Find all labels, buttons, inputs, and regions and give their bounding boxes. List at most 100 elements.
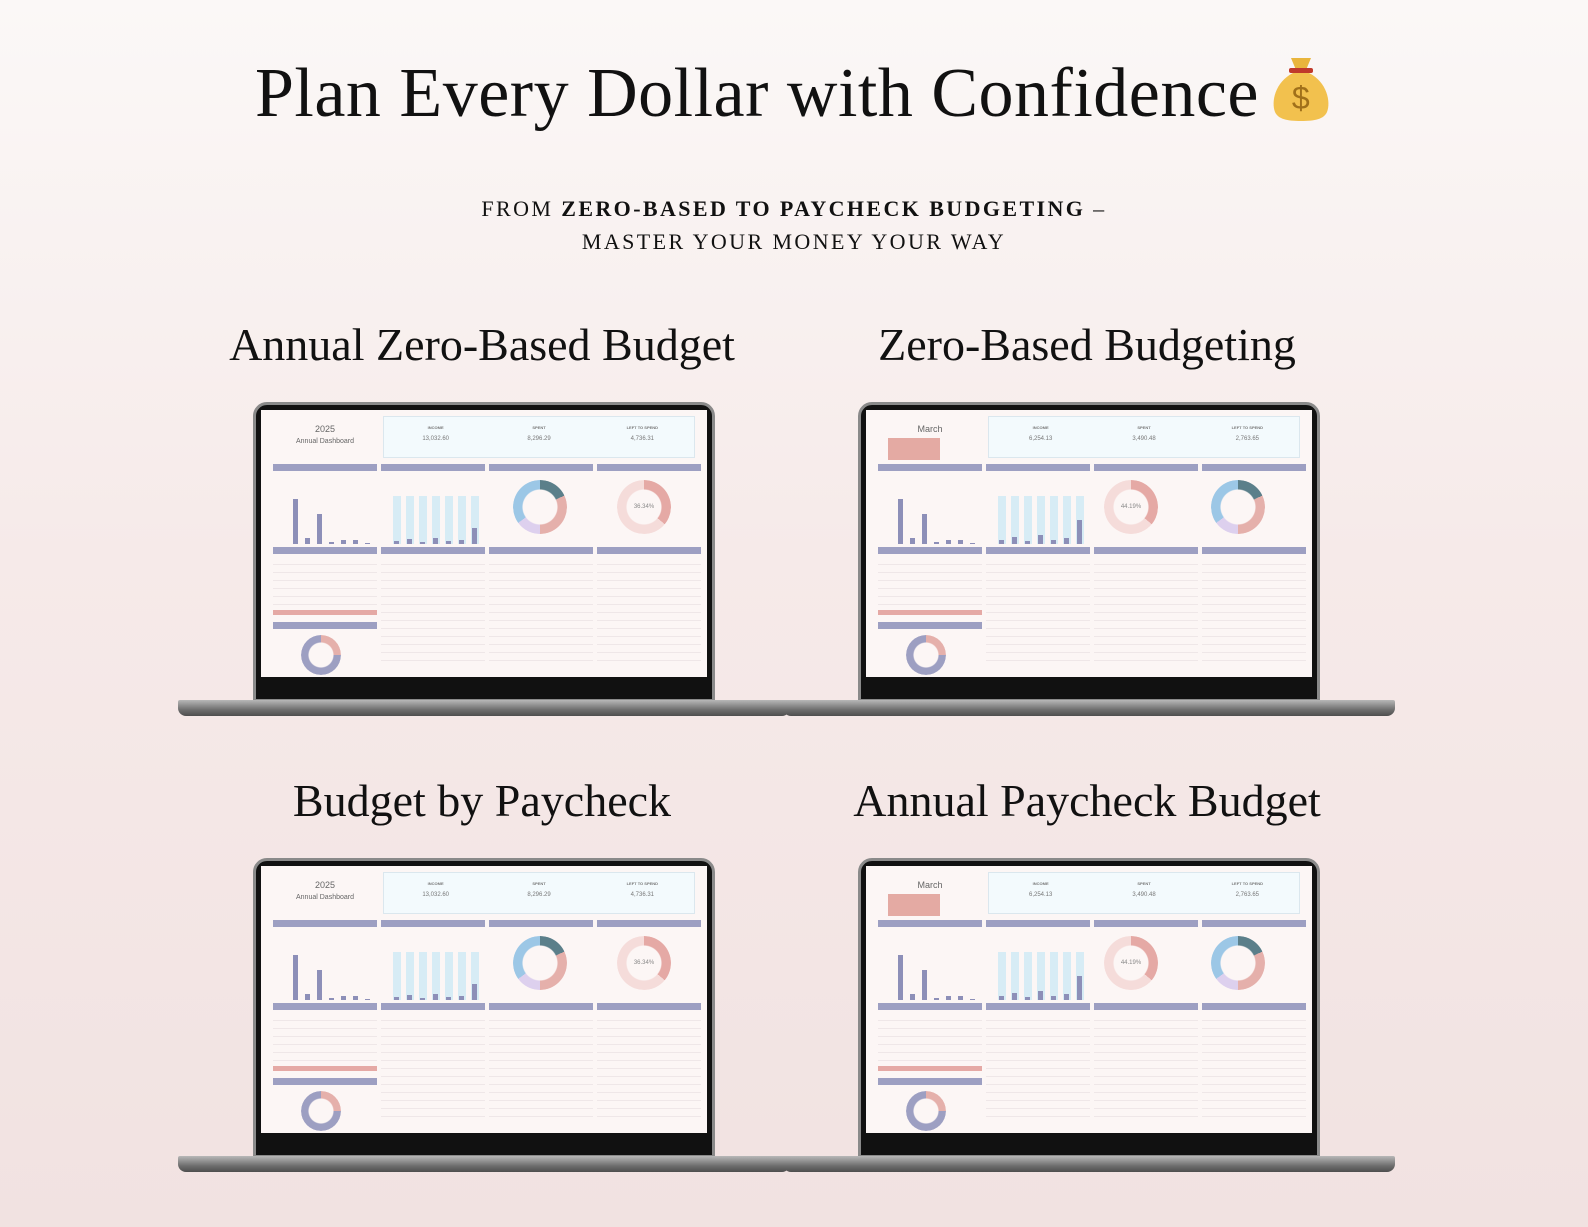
chart-bar xyxy=(459,996,464,1000)
table-header xyxy=(986,1003,1090,1010)
chart-bar xyxy=(293,955,298,1000)
budget-chart xyxy=(273,932,377,1000)
chart-bar xyxy=(958,995,963,1000)
chart-bar xyxy=(898,499,903,544)
chart-bar xyxy=(1051,539,1056,544)
chart-bar-bg xyxy=(406,496,414,544)
chart-bar xyxy=(353,539,358,544)
savings-donut xyxy=(301,635,341,675)
section-title: Annual Paycheck Budget xyxy=(853,775,1321,826)
stat-card: SPENT 8,296.29 xyxy=(527,425,551,442)
category-table xyxy=(381,1013,485,1123)
table-header xyxy=(597,547,701,554)
stat-card: INCOME 13,032.60 xyxy=(422,881,450,898)
chart-bar xyxy=(934,997,939,1000)
chart-bar xyxy=(970,542,975,544)
spending-chart xyxy=(986,476,1090,544)
spending-chart xyxy=(381,476,485,544)
chart-bar-bg xyxy=(1024,496,1032,544)
chart-bar xyxy=(329,541,334,544)
stat-card: LEFT TO SPEND 2,763.65 xyxy=(1231,881,1264,898)
spending-chart xyxy=(381,932,485,1000)
total-row xyxy=(878,1066,982,1071)
savings-donut xyxy=(906,635,946,675)
left-to-spend-donut xyxy=(1104,480,1158,534)
table-header xyxy=(381,547,485,554)
laptop-mockup: March INCOME 6,254.13 SPENT 3,490.48 LEFT TO… xyxy=(783,402,1395,720)
subtitle: FROM ZERO-BASED TO PAYCHECK BUDGETING – M… xyxy=(481,196,1107,254)
savings-donut xyxy=(301,1091,341,1131)
table-header xyxy=(1094,547,1198,554)
category-table xyxy=(381,557,485,667)
category-table xyxy=(986,557,1090,667)
laptop-mockup: March INCOME 6,254.13 SPENT 3,490.48 LEFT TO… xyxy=(783,858,1395,1176)
chart-bar xyxy=(446,541,451,544)
table-header xyxy=(878,1003,982,1010)
chart-bar xyxy=(365,998,370,1000)
panel-header xyxy=(597,920,701,927)
chart-bar-bg xyxy=(432,952,440,1000)
stat-card: INCOME 6,254.13 xyxy=(1028,425,1053,442)
chart-bar xyxy=(329,997,334,1000)
chart-bar-bg xyxy=(471,496,479,544)
chart-bar xyxy=(922,970,927,1000)
laptop-mockup: 2025 Annual Dashboard INCOME 13,032.60 SPEN… xyxy=(178,858,790,1176)
budget-chart xyxy=(878,476,982,544)
chart-bar-bg xyxy=(1050,952,1058,1000)
chart-bar-bg xyxy=(998,952,1006,1000)
category-table xyxy=(489,557,593,667)
panel-header xyxy=(381,920,485,927)
chart-bar-bg xyxy=(393,952,401,1000)
table-header xyxy=(273,1003,377,1010)
table-header xyxy=(597,1003,701,1010)
page-title: Plan Every Dollar with Confidence $ xyxy=(0,52,1588,134)
chart-bar xyxy=(305,538,310,544)
chart-bar xyxy=(407,539,412,544)
chart-bar xyxy=(970,998,975,1000)
chart-bar-bg xyxy=(458,496,466,544)
chart-bar-bg xyxy=(1011,952,1019,1000)
chart-bar xyxy=(958,539,963,544)
chart-bar xyxy=(1077,976,1082,1000)
dashboard-header: March xyxy=(917,424,943,434)
summary-stats: INCOME 13,032.60 SPENT 8,296.29 LEFT TO SPEN… xyxy=(383,416,695,458)
chart-bar xyxy=(459,540,464,544)
left-to-spend-percent: 44.19% xyxy=(1120,504,1142,510)
chart-bar xyxy=(922,514,927,544)
chart-bar xyxy=(433,994,438,1000)
category-table xyxy=(1202,1013,1306,1123)
panel-header xyxy=(878,622,982,629)
summary-stats: INCOME 6,254.13 SPENT 3,490.48 LEFT TO SPEND… xyxy=(988,872,1300,914)
money-bag-icon: $ xyxy=(1269,52,1333,122)
panel-header xyxy=(489,464,593,471)
stat-card: LEFT TO SPEND 4,736.31 xyxy=(626,425,659,442)
panel-header xyxy=(381,464,485,471)
chart-bar-bg xyxy=(471,952,479,1000)
summary-stats: INCOME 13,032.60 SPENT 8,296.29 LEFT TO SPEN… xyxy=(383,872,695,914)
dashboard-header: 2025 Annual Dashboard xyxy=(296,424,354,445)
chart-bar xyxy=(1077,520,1082,544)
laptop-bezel: March INCOME 6,254.13 SPENT 3,490.48 LEFT TO… xyxy=(858,402,1320,702)
month-selector[interactable] xyxy=(888,438,940,460)
laptop-mockup: 2025 Annual Dashboard INCOME 13,032.60 SPEN… xyxy=(178,402,790,720)
chart-bar-bg xyxy=(432,496,440,544)
category-table xyxy=(489,1013,593,1123)
total-row xyxy=(273,610,377,615)
chart-bar-bg xyxy=(1024,952,1032,1000)
chart-bar-bg xyxy=(419,952,427,1000)
chart-bar xyxy=(305,994,310,1000)
panel-header xyxy=(1094,464,1198,471)
spending-chart xyxy=(986,932,1090,1000)
chart-bar xyxy=(420,542,425,544)
table-header xyxy=(1202,547,1306,554)
budget-chart xyxy=(273,476,377,544)
laptop-bezel: 2025 Annual Dashboard INCOME 13,032.60 SPEN… xyxy=(253,402,715,702)
month-selector[interactable] xyxy=(888,894,940,916)
left-to-spend-donut xyxy=(1104,936,1158,990)
distribution-donut xyxy=(1211,936,1265,990)
chart-bar-bg xyxy=(1050,496,1058,544)
table-header xyxy=(1202,1003,1306,1010)
summary-stats: INCOME 6,254.13 SPENT 3,490.48 LEFT TO SPEND… xyxy=(988,416,1300,458)
chart-bar xyxy=(999,995,1004,1000)
laptop-base xyxy=(783,700,1395,716)
